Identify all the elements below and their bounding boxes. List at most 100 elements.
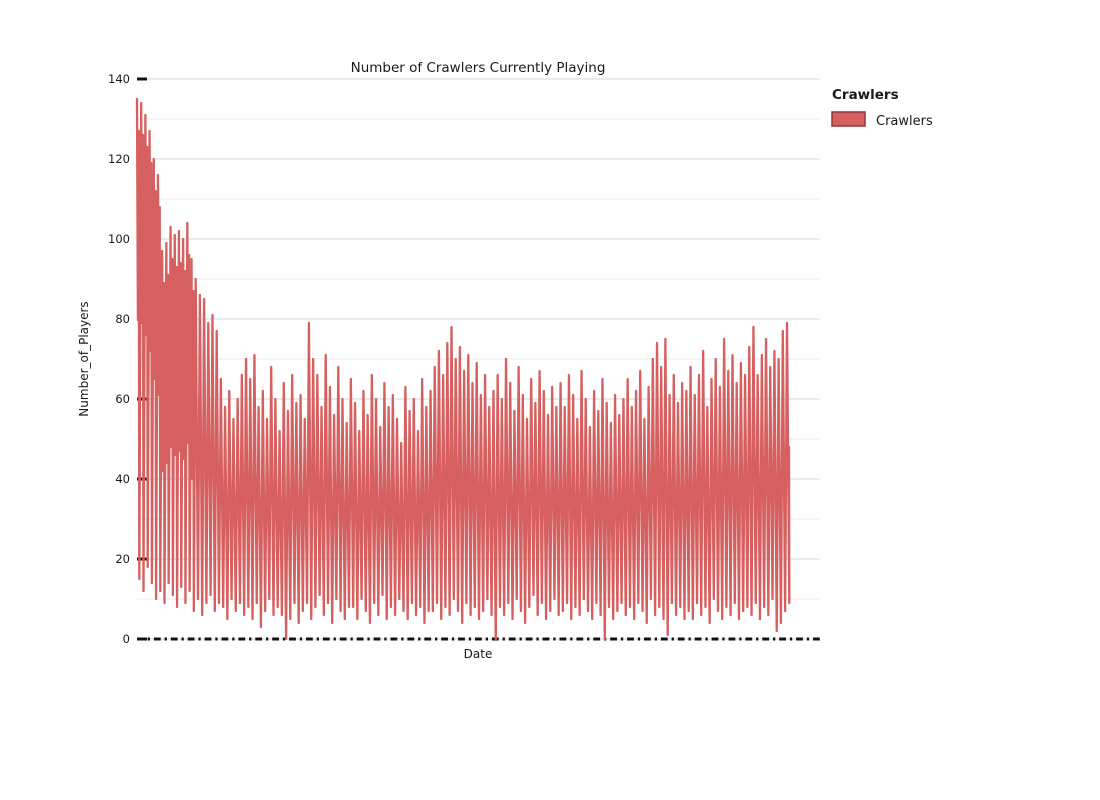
x-tick-dash xyxy=(796,637,803,641)
y-tick xyxy=(137,77,147,81)
x-tick-dash xyxy=(153,637,161,641)
x-tick-dot xyxy=(181,637,184,641)
x-tick-dot xyxy=(232,637,235,641)
x-tick-dash xyxy=(187,637,195,641)
x-tick-dot xyxy=(215,637,218,641)
x-tick-dot xyxy=(722,637,725,641)
legend: Crawlers Crawlers xyxy=(831,87,933,129)
x-tick-dot xyxy=(739,637,742,641)
x-tick-dash xyxy=(272,637,279,641)
x-tick-dot xyxy=(705,637,708,641)
x-tick-dot xyxy=(773,637,776,641)
x-tick-dot xyxy=(485,637,488,641)
legend-swatch-crawlers xyxy=(831,111,866,127)
x-tick-dash xyxy=(339,637,347,641)
x-tick-dot xyxy=(266,637,269,641)
y-tick xyxy=(137,637,147,641)
x-tick-dot xyxy=(620,637,624,641)
y-tick-label: 0 xyxy=(123,632,130,646)
y-tick xyxy=(137,477,147,481)
x-tick-dash xyxy=(694,637,702,641)
x-tick-dash xyxy=(779,637,786,641)
x-tick-dash xyxy=(170,637,178,641)
x-tick-dot xyxy=(451,637,455,641)
y-tick-label: 40 xyxy=(115,472,130,486)
y-axis-tick-labels: 0 20 40 60 80 100 120 140 xyxy=(108,72,130,646)
y-tick xyxy=(137,397,147,401)
x-tick-dash xyxy=(813,637,820,641)
chart-title: Number of Crawlers Currently Playing xyxy=(351,60,606,76)
x-tick-dash xyxy=(660,637,668,641)
y-tick-label: 60 xyxy=(115,392,130,406)
x-tick-dash xyxy=(610,637,617,641)
y-tick-label: 100 xyxy=(108,232,130,246)
x-tick-dot xyxy=(418,637,421,641)
x-tick-dash xyxy=(627,637,634,641)
x-tick-dash xyxy=(677,637,685,641)
x-tick-dash xyxy=(356,637,364,641)
x-tick-dot xyxy=(468,637,472,641)
x-tick-dot xyxy=(282,637,286,641)
x-tick-dot xyxy=(519,637,522,641)
y-tick-label: 80 xyxy=(115,312,130,326)
x-tick-dot xyxy=(435,637,438,641)
x-tick-dash xyxy=(221,637,229,641)
x-tick-dash xyxy=(762,637,770,641)
x-tick-dot xyxy=(553,637,556,641)
y-axis-label: Number_of_Players xyxy=(77,301,91,416)
x-tick-dot xyxy=(401,637,404,641)
x-tick-dot xyxy=(502,637,505,641)
x-tick-dot xyxy=(198,637,201,641)
x-tick-dot xyxy=(587,637,590,641)
y-tick xyxy=(137,557,147,561)
x-tick-dash xyxy=(508,637,516,641)
x-tick-dot xyxy=(789,637,793,641)
x-axis-label: Date xyxy=(464,647,493,661)
x-tick-dot xyxy=(299,637,303,641)
x-tick-dash xyxy=(255,637,263,641)
x-tick-dot xyxy=(570,637,573,641)
series-line-crawlers xyxy=(135,97,791,641)
x-tick-dash xyxy=(728,637,736,641)
x-tick-dash xyxy=(475,637,482,641)
x-tick-dot xyxy=(249,637,252,641)
x-tick-dot xyxy=(147,637,150,641)
y-tick-label: 140 xyxy=(108,72,130,86)
x-tick-dash xyxy=(322,637,330,641)
x-tick-dash xyxy=(289,637,296,641)
x-tick-dot xyxy=(384,637,387,641)
x-tick-dot xyxy=(367,637,370,641)
x-tick-dash xyxy=(559,637,567,641)
x-tick-dot xyxy=(806,637,810,641)
x-tick-dash xyxy=(458,637,465,641)
x-tick-dash xyxy=(711,637,719,641)
x-tick-dash xyxy=(407,637,415,641)
x-tick-dash xyxy=(441,637,448,641)
x-tick-dash xyxy=(593,637,601,641)
x-tick-dot xyxy=(333,637,336,641)
x-tick-dash xyxy=(390,637,398,641)
x-tick-dash xyxy=(745,637,753,641)
x-tick-dash xyxy=(306,637,313,641)
x-tick-dot xyxy=(164,637,167,641)
x-tick-dash xyxy=(644,637,651,641)
x-tick-dot xyxy=(316,637,319,641)
y-tick-label: 120 xyxy=(108,152,130,166)
x-tick-dot xyxy=(654,637,657,641)
y-tick-label: 20 xyxy=(115,552,130,566)
x-tick-dash xyxy=(576,637,584,641)
x-tick-dot xyxy=(756,637,759,641)
legend-label-crawlers: Crawlers xyxy=(876,114,933,129)
x-tick-dash xyxy=(204,637,212,641)
x-tick-dot xyxy=(536,637,539,641)
x-tick-dot xyxy=(688,637,691,641)
x-tick-dot xyxy=(637,637,641,641)
x-tick-dash xyxy=(525,637,533,641)
x-tick-dash xyxy=(238,637,246,641)
x-tick-dot xyxy=(671,637,674,641)
x-tick-dash xyxy=(542,637,550,641)
x-tick-dash xyxy=(424,637,432,641)
x-tick-dash xyxy=(373,637,381,641)
